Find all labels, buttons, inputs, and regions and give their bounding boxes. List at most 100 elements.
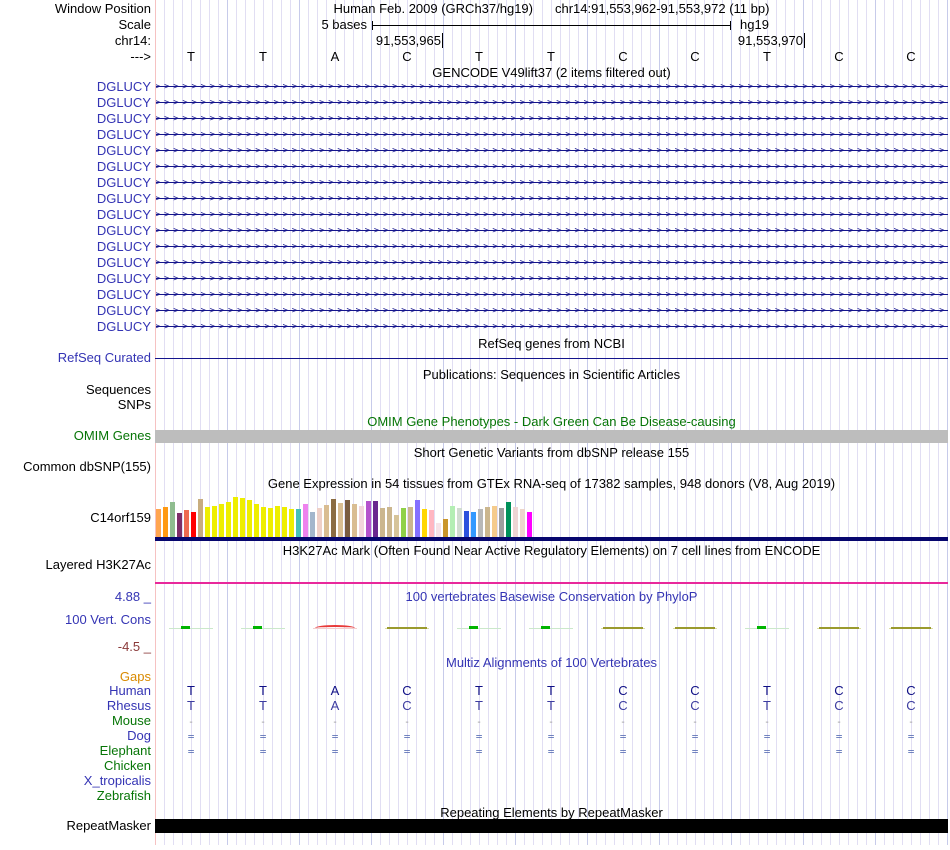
gencode-gene-label[interactable]: DGLUCY	[96, 239, 151, 254]
gtex-tissue-bar[interactable]	[247, 500, 252, 537]
gtex-tissue-bar[interactable]	[436, 523, 441, 537]
gtex-tissue-bar[interactable]	[331, 499, 336, 537]
multiz-species-label[interactable]: Gaps	[119, 669, 151, 684]
track-label-refseq-curated[interactable]: RefSeq Curated	[57, 350, 151, 365]
gencode-transcript-row[interactable]: DGLUCY >>>>>>>>>>>>>>>>>>>>>>>>>>>>>>>>>>…	[0, 319, 950, 335]
gtex-tissue-bar[interactable]	[478, 509, 483, 537]
gtex-tissue-bar[interactable]	[240, 498, 245, 537]
gencode-transcript-row[interactable]: DGLUCY >>>>>>>>>>>>>>>>>>>>>>>>>>>>>>>>>>…	[0, 143, 950, 159]
gtex-tissue-bar[interactable]	[338, 503, 343, 537]
gtex-tissue-bar[interactable]	[380, 508, 385, 537]
gtex-tissue-bar[interactable]	[177, 513, 182, 537]
gencode-gene-label[interactable]: DGLUCY	[96, 303, 151, 318]
track-title-multiz[interactable]: Multiz Alignments of 100 Vertebrates	[445, 655, 657, 670]
gtex-tissue-bar[interactable]	[366, 501, 371, 537]
gencode-transcript-row[interactable]: DGLUCY >>>>>>>>>>>>>>>>>>>>>>>>>>>>>>>>>>…	[0, 175, 950, 191]
gencode-gene-label[interactable]: DGLUCY	[96, 127, 151, 142]
gtex-tissue-bar[interactable]	[170, 502, 175, 537]
multiz-species-label[interactable]: Chicken	[104, 758, 151, 773]
gtex-tissue-bar[interactable]	[324, 505, 329, 537]
gtex-tissue-bar[interactable]	[520, 509, 525, 537]
h3k27ac-signal-line[interactable]	[155, 582, 948, 584]
gtex-tissue-bar[interactable]	[191, 512, 196, 537]
track-title-omim[interactable]: OMIM Gene Phenotypes - Dark Green Can Be…	[367, 414, 736, 429]
track-label-snps[interactable]: SNPs	[117, 397, 151, 412]
gencode-gene-label[interactable]: DGLUCY	[96, 79, 151, 94]
gtex-tissue-bar[interactable]	[282, 507, 287, 537]
phylop-score-marks[interactable]	[155, 620, 948, 636]
track-title-publications[interactable]: Publications: Sequences in Scientific Ar…	[422, 367, 681, 382]
gtex-tissue-bar[interactable]	[233, 497, 238, 537]
multiz-species-row[interactable]: Rhesus T T A C T T C C T C C	[0, 698, 950, 714]
gtex-tissue-bar[interactable]	[373, 501, 378, 537]
gtex-tissue-bar[interactable]	[450, 506, 455, 537]
gtex-tissue-bar[interactable]	[219, 504, 224, 537]
multiz-species-label[interactable]: Zebrafish	[96, 788, 151, 803]
gtex-tissue-bar[interactable]	[352, 504, 357, 537]
gtex-tissue-bar[interactable]	[401, 508, 406, 537]
repeatmasker-element-bar[interactable]	[155, 819, 948, 833]
gencode-gene-label[interactable]: DGLUCY	[96, 175, 151, 190]
multiz-species-label[interactable]: X_tropicalis	[83, 773, 151, 788]
gencode-transcript-row[interactable]: DGLUCY >>>>>>>>>>>>>>>>>>>>>>>>>>>>>>>>>>…	[0, 223, 950, 239]
gtex-tissue-bar[interactable]	[513, 507, 518, 537]
omim-gene-bar[interactable]	[155, 430, 948, 443]
gencode-gene-label[interactable]: DGLUCY	[96, 159, 151, 174]
gtex-tissue-bar[interactable]	[296, 509, 301, 537]
gtex-tissue-bar[interactable]	[464, 511, 469, 537]
multiz-species-label[interactable]: Human	[109, 683, 151, 698]
gtex-tissue-bar[interactable]	[387, 507, 392, 537]
gtex-tissue-bar[interactable]	[156, 509, 161, 537]
gencode-transcript-row[interactable]: DGLUCY >>>>>>>>>>>>>>>>>>>>>>>>>>>>>>>>>>…	[0, 191, 950, 207]
gtex-tissue-bar[interactable]	[303, 504, 308, 537]
gtex-tissue-bar[interactable]	[422, 509, 427, 537]
gtex-expression-bars[interactable]	[156, 497, 536, 537]
gencode-gene-label[interactable]: DGLUCY	[96, 143, 151, 158]
gtex-tissue-bar[interactable]	[408, 507, 413, 537]
gtex-tissue-bar[interactable]	[394, 515, 399, 537]
gtex-tissue-bar[interactable]	[499, 508, 504, 537]
gencode-gene-label[interactable]: DGLUCY	[96, 207, 151, 222]
gencode-gene-label[interactable]: DGLUCY	[96, 191, 151, 206]
gencode-transcript-row[interactable]: DGLUCY >>>>>>>>>>>>>>>>>>>>>>>>>>>>>>>>>>…	[0, 79, 950, 95]
gtex-tissue-bar[interactable]	[268, 508, 273, 537]
track-label-gtex-gene[interactable]: C14orf159	[90, 510, 151, 525]
multiz-species-row[interactable]: Chicken	[0, 758, 950, 774]
gtex-tissue-bar[interactable]	[457, 508, 462, 537]
gtex-tissue-bar[interactable]	[198, 499, 203, 537]
gtex-tissue-bar[interactable]	[310, 512, 315, 537]
track-title-refseq[interactable]: RefSeq genes from NCBI	[478, 336, 625, 351]
gtex-tissue-bar[interactable]	[485, 507, 490, 537]
multiz-species-row[interactable]: Mouse - - - - - - - - - - -	[0, 713, 950, 729]
multiz-species-label[interactable]: Rhesus	[106, 698, 151, 713]
multiz-species-row[interactable]: Elephant = = = = = = = = = = =	[0, 743, 950, 759]
gtex-tissue-bar[interactable]	[506, 502, 511, 537]
track-label-repeatmasker[interactable]: RepeatMasker	[66, 818, 151, 833]
gencode-gene-label[interactable]: DGLUCY	[96, 95, 151, 110]
gencode-transcript-row[interactable]: DGLUCY >>>>>>>>>>>>>>>>>>>>>>>>>>>>>>>>>>…	[0, 159, 950, 175]
gtex-tissue-bar[interactable]	[275, 506, 280, 537]
track-title-conservation[interactable]: 100 vertebrates Basewise Conservation by…	[405, 589, 698, 604]
multiz-species-row[interactable]: Dog = = = = = = = = = = =	[0, 728, 950, 744]
gencode-gene-label[interactable]: DGLUCY	[96, 255, 151, 270]
multiz-species-label[interactable]: Mouse	[111, 713, 151, 728]
gtex-tissue-bar[interactable]	[359, 506, 364, 537]
gtex-tissue-bar[interactable]	[205, 507, 210, 537]
gencode-transcript-row[interactable]: DGLUCY >>>>>>>>>>>>>>>>>>>>>>>>>>>>>>>>>>…	[0, 303, 950, 319]
track-title-dbsnp[interactable]: Short Genetic Variants from dbSNP releas…	[413, 445, 690, 460]
gencode-transcript-row[interactable]: DGLUCY >>>>>>>>>>>>>>>>>>>>>>>>>>>>>>>>>>…	[0, 239, 950, 255]
multiz-species-row[interactable]: X_tropicalis	[0, 773, 950, 789]
gencode-transcript-row[interactable]: DGLUCY >>>>>>>>>>>>>>>>>>>>>>>>>>>>>>>>>>…	[0, 207, 950, 223]
multiz-species-row[interactable]: Gaps	[0, 669, 950, 685]
refseq-track-line[interactable]	[155, 358, 948, 359]
track-title-gtex[interactable]: Gene Expression in 54 tissues from GTEx …	[267, 476, 836, 491]
gtex-tissue-bar[interactable]	[345, 500, 350, 537]
multiz-species-row[interactable]: Zebrafish	[0, 788, 950, 804]
gtex-tissue-bar[interactable]	[261, 507, 266, 537]
gencode-gene-label[interactable]: DGLUCY	[96, 271, 151, 286]
gencode-transcript-row[interactable]: DGLUCY >>>>>>>>>>>>>>>>>>>>>>>>>>>>>>>>>>…	[0, 95, 950, 111]
track-label-100-vert-cons[interactable]: 100 Vert. Cons	[65, 612, 151, 627]
track-title-h3k27ac[interactable]: H3K27Ac Mark (Often Found Near Active Re…	[282, 543, 821, 558]
gtex-tissue-bar[interactable]	[163, 507, 168, 537]
multiz-species-label[interactable]: Dog	[127, 728, 151, 743]
